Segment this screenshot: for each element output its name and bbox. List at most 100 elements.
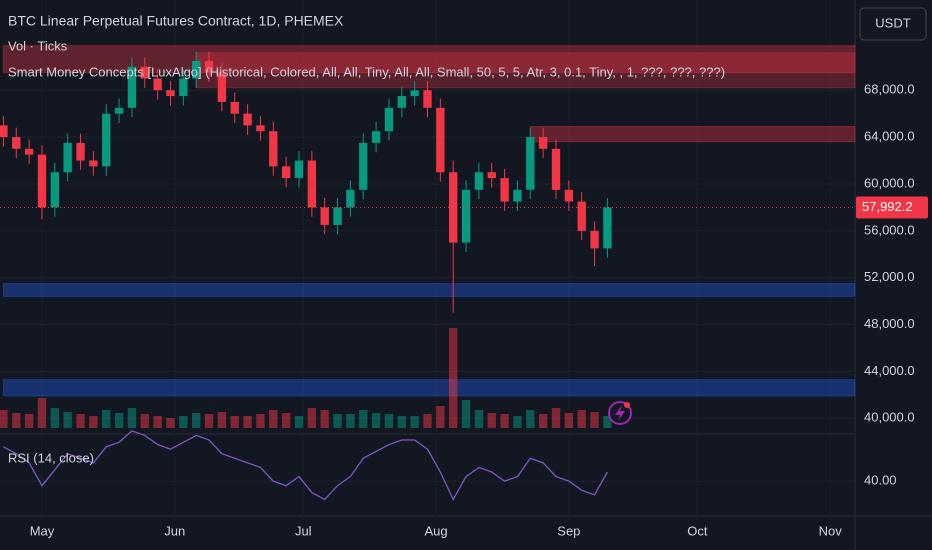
volume-bar xyxy=(166,418,175,428)
indicator-label[interactable]: Smart Money Concepts [LuxAlgo] (Historic… xyxy=(8,64,725,79)
candle-body xyxy=(204,60,214,73)
volume-bar xyxy=(256,414,265,428)
volume-bar xyxy=(359,410,368,428)
volume-bar xyxy=(192,413,201,428)
candle-body xyxy=(410,90,419,97)
candle-body xyxy=(217,72,227,102)
volume-bar xyxy=(294,416,304,428)
candle-body xyxy=(577,201,586,231)
volume-bar xyxy=(37,398,47,428)
volume-bar xyxy=(204,414,214,428)
volume-bar xyxy=(333,414,342,428)
volume-bar xyxy=(12,413,21,428)
candle-body xyxy=(551,148,561,190)
volume-bar xyxy=(551,408,561,428)
candle-body xyxy=(230,101,239,114)
volume-bar xyxy=(461,400,471,428)
currency-button[interactable] xyxy=(859,7,927,41)
volume-bar xyxy=(538,414,548,428)
volume-bar xyxy=(436,406,445,428)
y-tick-label: 60,000.0 xyxy=(864,175,915,190)
candle-body xyxy=(281,166,291,179)
volume-bar xyxy=(243,416,252,428)
volume-bar xyxy=(269,410,278,428)
candle-body xyxy=(423,90,432,108)
volume-bar xyxy=(50,408,60,428)
candle-body xyxy=(63,142,72,173)
volume-bar xyxy=(307,408,317,428)
rsi-title[interactable]: RSI (14, close) xyxy=(8,450,94,465)
volume-bar xyxy=(500,414,509,428)
candle-body xyxy=(590,230,599,249)
currency[interactable]: USDT xyxy=(875,15,910,30)
candle-body xyxy=(76,142,85,161)
volume-bar xyxy=(384,414,394,428)
y-tick-label: 40,000.0 xyxy=(864,410,915,425)
volume-bar xyxy=(217,412,227,428)
candle-body xyxy=(371,131,381,143)
candle-body xyxy=(179,78,188,97)
x-tick-label: Nov xyxy=(819,523,843,538)
candle-body xyxy=(269,131,278,167)
rsi-tick-label: 40.00 xyxy=(864,473,897,488)
volume-bar xyxy=(76,414,85,428)
volume-bar xyxy=(346,414,355,428)
candle-body xyxy=(320,207,329,225)
volume-bar xyxy=(474,410,484,428)
y-tick-label: 68,000.0 xyxy=(864,82,915,97)
volume-bar xyxy=(153,416,162,428)
price-tag xyxy=(856,196,928,219)
candle-body xyxy=(140,66,149,79)
y-tick-label: 48,000.0 xyxy=(864,316,915,331)
volume-bar xyxy=(577,410,586,428)
candle-body xyxy=(0,125,8,138)
volume-bar xyxy=(564,413,574,428)
candle-body xyxy=(333,207,342,225)
x-tick-label: Jul xyxy=(295,523,312,538)
candle-body xyxy=(294,160,304,179)
candle-body xyxy=(526,137,535,190)
chart-title: BTC Linear Perpetual Futures Contract, 1… xyxy=(8,13,344,29)
volume-bar xyxy=(24,414,34,428)
candle-body xyxy=(564,189,574,202)
candle-body xyxy=(449,172,458,243)
volume-bar xyxy=(140,414,149,428)
x-tick-label: Oct xyxy=(687,523,708,538)
candle-body xyxy=(192,60,201,79)
volume-bar xyxy=(281,413,291,428)
candle-body xyxy=(487,172,496,179)
alert-dot xyxy=(624,402,630,408)
candle-body xyxy=(513,189,522,202)
volume-bar xyxy=(0,410,8,428)
volume-bar xyxy=(89,416,98,428)
volume-bar xyxy=(513,416,522,428)
x-tick-label: Sep xyxy=(557,523,580,538)
candle-body xyxy=(307,160,317,208)
candle-body xyxy=(89,160,98,167)
candle-body xyxy=(166,90,175,97)
y-tick-label: 56,000.0 xyxy=(864,222,915,237)
zone xyxy=(2,379,856,397)
candle-body xyxy=(474,172,484,190)
candle-body xyxy=(24,148,34,155)
candle-body xyxy=(603,207,612,249)
candle-body xyxy=(127,66,137,108)
candle-body xyxy=(12,137,21,149)
candle-body xyxy=(256,125,265,132)
volume-bar xyxy=(526,410,535,428)
y-tick-label: 44,000.0 xyxy=(864,363,915,378)
candle-body xyxy=(384,107,394,132)
candle-body xyxy=(50,172,60,208)
volume-bar xyxy=(410,416,419,428)
volume-bar xyxy=(114,413,124,428)
zone xyxy=(529,126,856,143)
volume-bar xyxy=(449,328,458,428)
indicator-label[interactable]: Vol · Ticks xyxy=(8,38,68,53)
candle-body xyxy=(436,107,445,173)
volume-bar xyxy=(102,410,111,428)
candle-body xyxy=(37,154,47,208)
lightning xyxy=(615,405,625,421)
